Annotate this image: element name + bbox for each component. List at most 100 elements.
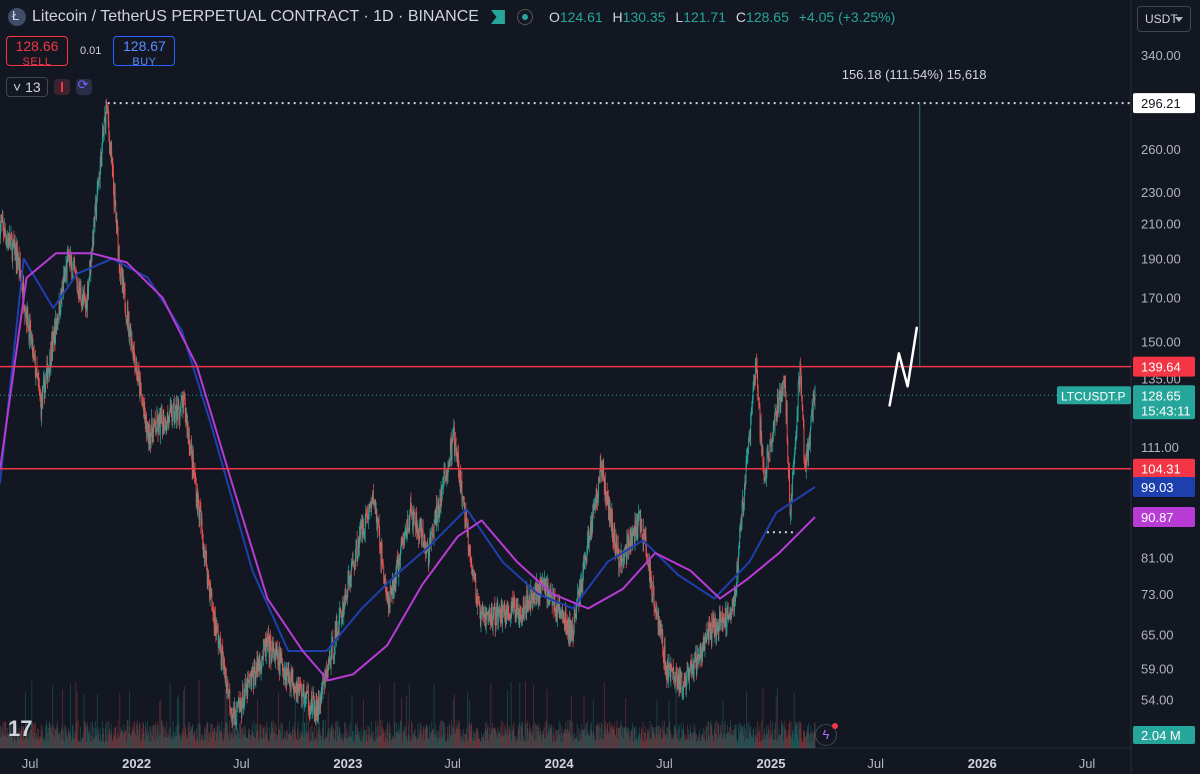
volume-bar	[169, 682, 171, 748]
candle-body	[111, 163, 113, 167]
volume-bar	[363, 699, 364, 748]
candle-body	[53, 335, 55, 346]
volume-bar	[189, 722, 191, 748]
candle-body	[121, 267, 122, 272]
volume-bar	[370, 733, 371, 748]
volume-bar	[717, 724, 719, 748]
candle-body	[157, 423, 159, 432]
volume-bar	[499, 734, 501, 748]
candle-body	[156, 416, 158, 432]
candle-body	[506, 609, 507, 624]
candle-body	[304, 698, 306, 701]
volume-bar	[673, 734, 675, 748]
candle-body	[93, 217, 95, 244]
candle-body	[20, 271, 22, 279]
candle-body	[706, 633, 708, 638]
volume-bar	[391, 740, 393, 748]
candle-body	[118, 246, 120, 267]
candle-body	[715, 630, 717, 639]
candle-body	[632, 527, 634, 543]
volume-bar	[125, 726, 127, 748]
lightning-icon[interactable]: ϟ	[815, 723, 838, 746]
indicators-toggle[interactable]: ˅ 13	[6, 77, 48, 97]
candle-body	[117, 228, 119, 255]
alert-icon[interactable]	[53, 79, 70, 95]
candle-body	[644, 533, 646, 536]
volume-bar	[376, 738, 378, 748]
candle-body	[248, 681, 250, 683]
candle-body	[371, 496, 373, 505]
volume-bar	[357, 731, 359, 748]
candle-body	[117, 219, 118, 229]
candle-body	[169, 406, 171, 411]
candle-body	[277, 649, 279, 663]
volume-bar	[650, 737, 651, 748]
candle-body	[265, 640, 267, 655]
currency-select[interactable]: USDT	[1137, 6, 1191, 32]
symbol-title[interactable]: Litecoin / TetherUS PERPETUAL CONTRACT ·…	[32, 8, 479, 25]
volume-bar	[651, 724, 653, 748]
candle-body	[331, 641, 333, 656]
candle-body	[465, 511, 467, 526]
volume-bar	[342, 741, 344, 748]
volume-bar	[2, 721, 4, 748]
volume-bar	[576, 737, 577, 748]
candle-body	[489, 613, 491, 615]
sell-button[interactable]: 128.66 SELL	[6, 36, 68, 68]
candle-body	[619, 557, 621, 564]
volume-bar	[808, 722, 810, 748]
candle-body	[328, 656, 330, 660]
candle-body	[150, 434, 151, 445]
candle-body	[352, 560, 353, 563]
volume-bar	[609, 732, 611, 748]
volume-bar	[730, 726, 732, 748]
candle-body	[760, 421, 762, 435]
volume-bar	[331, 724, 333, 748]
volume-bar	[84, 722, 86, 748]
candle-body	[28, 325, 30, 341]
volume-bar	[558, 729, 559, 748]
volume-bar	[631, 731, 633, 748]
candle-body	[639, 511, 641, 530]
volume-bar	[262, 727, 264, 748]
candle-body	[190, 445, 191, 453]
volume-bar	[272, 728, 274, 748]
candle-body	[757, 390, 759, 398]
data-status-icon[interactable]	[516, 9, 533, 25]
candle-body	[60, 291, 62, 298]
volume-bar	[273, 733, 275, 748]
candle-body	[694, 659, 696, 661]
volume-bar	[267, 727, 268, 748]
volume-bar	[339, 726, 341, 748]
refresh-icon[interactable]	[75, 77, 92, 95]
candle-body	[180, 407, 181, 410]
candle-body	[461, 481, 463, 501]
candle-body	[275, 648, 276, 659]
candle-body	[262, 641, 264, 660]
candle-body	[553, 592, 555, 611]
candle-body	[569, 619, 570, 639]
volume-bar	[380, 736, 382, 748]
candle-body	[811, 409, 813, 414]
candle-body	[332, 639, 334, 658]
volume-bar	[718, 723, 720, 748]
volume-bar	[521, 721, 522, 748]
volume-bar	[577, 740, 579, 748]
volume-bar	[10, 728, 11, 748]
candle-body	[717, 622, 719, 633]
volume-bar	[62, 689, 63, 748]
candle-body	[295, 688, 297, 696]
candle-body	[166, 413, 168, 428]
volume-bar	[249, 729, 250, 748]
volume-bar	[577, 739, 579, 748]
target-price-tag: 296.21	[1141, 96, 1181, 111]
buy-button[interactable]: 128.67 BUY	[113, 36, 176, 68]
volume-bar	[294, 722, 296, 748]
volume-bar	[5, 733, 7, 748]
volume-bar	[58, 734, 60, 748]
volume-bar	[28, 739, 30, 748]
candle-body	[407, 518, 409, 529]
volume-bar	[366, 726, 368, 748]
volume-bar	[735, 724, 737, 748]
